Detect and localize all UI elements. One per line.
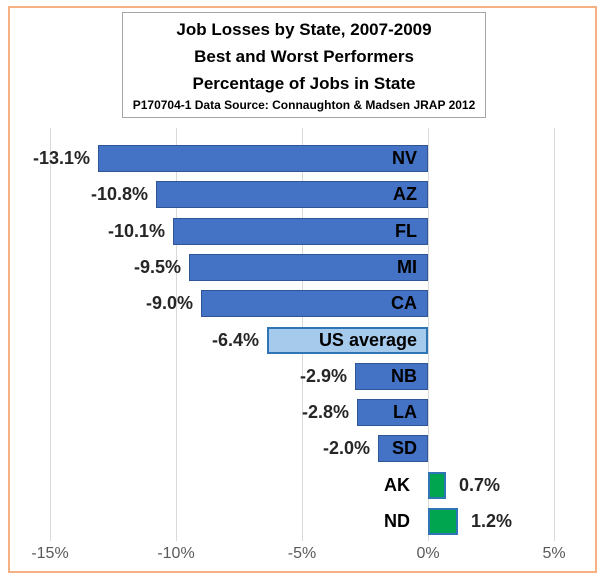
bar-state-label: NV <box>391 148 417 168</box>
bar-value-label: -10.8% <box>90 184 148 204</box>
bar-value-label: -9.0% <box>145 293 193 313</box>
bar-state-label: US average <box>318 330 417 350</box>
x-axis-tick-label: -15% <box>31 545 69 562</box>
bar-value-label: -10.1% <box>107 221 165 241</box>
bar-value-label: -9.5% <box>133 257 181 277</box>
bar-ca <box>201 290 428 317</box>
bar-sd <box>378 435 428 462</box>
x-axis-tick-label: 0% <box>416 545 440 562</box>
bar-fl <box>173 218 428 245</box>
bar-value-label: -2.8% <box>301 402 349 422</box>
bar-value-label: -13.1% <box>32 148 90 168</box>
chart-subtitle-2: Percentage of Jobs in State <box>192 74 416 93</box>
bar-nv <box>98 145 428 172</box>
x-axis-tick-label: -5% <box>287 545 317 562</box>
gridline <box>554 128 555 541</box>
gridline <box>428 128 429 541</box>
bar-state-label: AK <box>384 475 410 495</box>
bar-state-label: ND <box>384 511 410 531</box>
bar-state-label: CA <box>391 293 417 313</box>
bar-state-label: FL <box>395 221 417 241</box>
bar-state-label: AZ <box>393 184 417 204</box>
bar-nd <box>428 508 458 535</box>
bar-us-average <box>267 327 428 354</box>
bar-mi <box>189 254 428 281</box>
gridline <box>176 128 177 541</box>
gridline <box>50 128 51 541</box>
x-axis-tick-label: 5% <box>542 545 566 562</box>
bar-state-label: SD <box>391 438 417 458</box>
chart-title: Job Losses by State, 2007-2009 <box>176 20 432 39</box>
outer-frame-border <box>8 6 597 573</box>
bar-value-label: 1.2% <box>471 511 513 531</box>
bar-state-label: NB <box>391 366 417 386</box>
bar-value-label: -2.0% <box>322 438 370 458</box>
bar-state-label: LA <box>393 402 417 422</box>
bar-value-label: -2.9% <box>299 366 347 386</box>
chart-subtitle-1: Best and Worst Performers <box>194 47 414 66</box>
bar-value-label: -6.4% <box>211 330 259 350</box>
bar-nb <box>355 363 428 390</box>
x-axis-tick-label: -10% <box>157 545 195 562</box>
bar-value-label: 0.7% <box>459 475 501 495</box>
bar-ak <box>428 472 446 499</box>
chart-source-note: P170704-1 Data Source: Connaughton & Mad… <box>132 98 476 112</box>
bar-state-label: MI <box>397 257 417 277</box>
bar-la <box>357 399 428 426</box>
bar-az <box>156 181 428 208</box>
chart-title-box: Job Losses by State, 2007-2009 Best and … <box>122 12 486 118</box>
